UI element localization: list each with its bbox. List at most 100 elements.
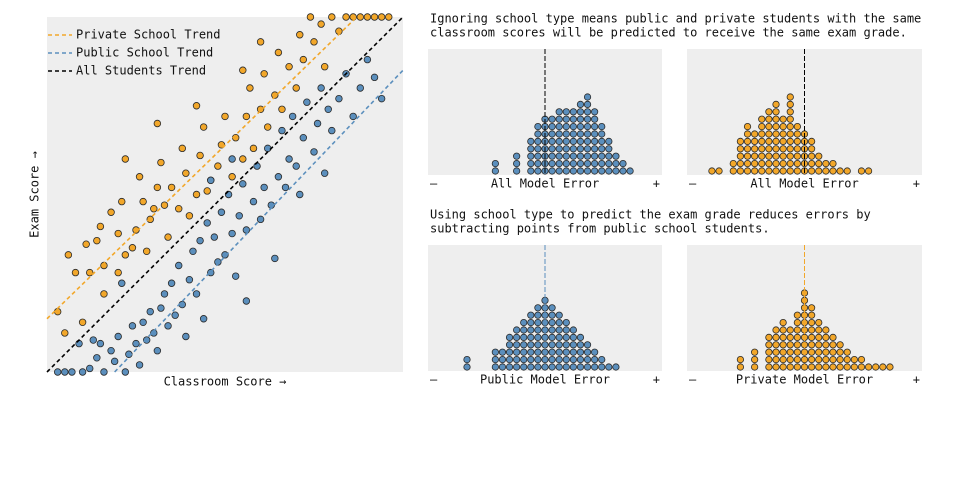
dot	[598, 137, 606, 145]
dot	[793, 318, 801, 327]
dot	[576, 167, 585, 175]
point	[121, 155, 130, 163]
point	[185, 276, 194, 284]
dot	[793, 363, 801, 371]
dot-column	[555, 311, 563, 371]
dot-column	[808, 304, 816, 371]
point	[356, 13, 364, 21]
dot	[562, 160, 570, 168]
dot	[850, 355, 858, 364]
dot	[591, 363, 599, 371]
point	[139, 318, 147, 326]
dot	[569, 130, 577, 138]
dot	[562, 333, 570, 341]
dot	[815, 152, 823, 160]
dot	[786, 137, 794, 145]
point	[306, 13, 315, 21]
dot	[793, 355, 801, 364]
dot	[822, 341, 830, 349]
point	[310, 38, 318, 46]
dot	[562, 108, 570, 116]
dot	[591, 152, 599, 160]
dot	[772, 333, 780, 341]
dot	[751, 348, 759, 356]
dot	[498, 348, 507, 356]
point	[214, 162, 222, 170]
dot	[491, 363, 499, 371]
dot	[598, 145, 606, 153]
point	[274, 173, 283, 181]
dot	[626, 167, 634, 175]
dot	[772, 167, 780, 175]
dot	[534, 341, 542, 349]
dot	[743, 130, 752, 138]
dot	[527, 326, 535, 334]
point	[264, 144, 272, 153]
dot	[765, 115, 773, 123]
dot-column	[786, 93, 794, 175]
dot-column	[736, 355, 745, 371]
dot	[583, 348, 592, 356]
point	[167, 183, 176, 192]
dot-column	[729, 160, 737, 175]
dot	[619, 160, 627, 168]
dot	[548, 115, 556, 123]
dot	[786, 326, 794, 334]
dot	[786, 145, 794, 153]
point	[118, 197, 126, 206]
dot	[505, 363, 514, 371]
point	[107, 347, 115, 355]
dot-column	[864, 363, 873, 371]
dot-column	[527, 311, 535, 371]
dot	[836, 167, 844, 175]
dot	[808, 326, 816, 334]
dot	[527, 311, 535, 319]
dot	[786, 160, 794, 168]
point	[239, 180, 247, 188]
dot	[765, 145, 773, 153]
dot	[779, 152, 787, 160]
dot	[527, 160, 535, 168]
point	[228, 173, 236, 181]
dot	[520, 326, 528, 334]
dot	[591, 108, 599, 116]
dot	[555, 115, 563, 123]
dot	[583, 137, 592, 145]
dot	[786, 100, 794, 109]
dot	[513, 348, 521, 356]
point	[196, 236, 204, 245]
point	[86, 268, 94, 277]
dot	[534, 160, 542, 168]
dot	[527, 348, 535, 356]
dot	[765, 123, 773, 131]
dot-column	[591, 348, 599, 371]
dot	[576, 341, 585, 349]
dot	[591, 145, 599, 153]
dot	[815, 318, 823, 327]
dot	[583, 123, 592, 131]
dot	[598, 167, 606, 175]
point	[128, 322, 137, 330]
dot	[808, 341, 816, 349]
dot	[808, 333, 816, 341]
dot	[576, 363, 585, 371]
x-axis-label: All Model Error	[491, 177, 599, 191]
dot-column	[583, 93, 592, 175]
point	[192, 190, 201, 199]
dot	[576, 100, 585, 109]
dot-column	[591, 108, 599, 175]
dot	[555, 108, 563, 116]
dot	[772, 355, 780, 364]
dot	[583, 152, 592, 160]
point	[221, 251, 229, 259]
dot	[548, 130, 556, 138]
dot	[822, 348, 830, 356]
dot-column	[793, 311, 801, 371]
point	[192, 102, 201, 110]
dot-column	[527, 137, 535, 175]
point	[189, 247, 197, 255]
point	[363, 13, 372, 21]
point	[228, 229, 236, 238]
dot	[864, 363, 873, 371]
dot	[569, 341, 577, 349]
